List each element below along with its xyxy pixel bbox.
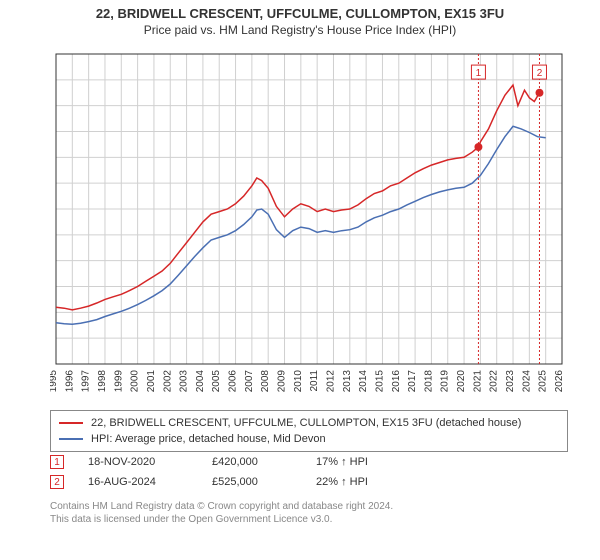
svg-text:2004: 2004	[195, 370, 206, 393]
svg-text:2002: 2002	[162, 370, 173, 393]
sale-hpi-diff: 17% ↑ HPI	[316, 456, 368, 468]
footer-line: Contains HM Land Registry data © Crown c…	[50, 500, 568, 513]
sale-price: £525,000	[212, 476, 292, 488]
legend: 22, BRIDWELL CRESCENT, UFFCULME, CULLOMP…	[50, 410, 568, 452]
svg-text:2007: 2007	[244, 370, 255, 393]
sales-table: 1 18-NOV-2020 £420,000 17% ↑ HPI 2 16-AU…	[50, 452, 568, 492]
page-subtitle: Price paid vs. HM Land Registry's House …	[0, 23, 600, 37]
sale-row: 1 18-NOV-2020 £420,000 17% ↑ HPI	[50, 452, 568, 472]
svg-text:2011: 2011	[309, 370, 320, 392]
svg-text:2003: 2003	[179, 370, 190, 393]
svg-text:1996: 1996	[64, 370, 75, 393]
legend-item-hpi: HPI: Average price, detached house, Mid …	[59, 431, 559, 447]
footer-attribution: Contains HM Land Registry data © Crown c…	[50, 500, 568, 526]
legend-swatch	[59, 438, 83, 440]
legend-label: 22, BRIDWELL CRESCENT, UFFCULME, CULLOMP…	[91, 417, 521, 429]
svg-text:2010: 2010	[293, 370, 304, 393]
sale-date: 18-NOV-2020	[88, 456, 188, 468]
svg-text:2016: 2016	[391, 370, 402, 393]
svg-text:2: 2	[537, 68, 543, 79]
sale-marker-icon: 1	[50, 455, 64, 469]
svg-text:1995: 1995	[50, 370, 59, 393]
svg-text:1997: 1997	[81, 370, 92, 393]
svg-text:2012: 2012	[325, 370, 336, 393]
svg-text:2018: 2018	[423, 370, 434, 393]
svg-text:2013: 2013	[342, 370, 353, 393]
sale-date: 16-AUG-2024	[88, 476, 188, 488]
svg-text:2014: 2014	[358, 370, 369, 393]
sale-marker-icon: 2	[50, 475, 64, 489]
legend-swatch	[59, 422, 83, 424]
price-chart: £0£50K£100K£150K£200K£250K£300K£350K£400…	[50, 50, 568, 400]
sale-price: £420,000	[212, 456, 292, 468]
svg-text:2026: 2026	[554, 370, 565, 393]
svg-text:2008: 2008	[260, 370, 271, 393]
sale-hpi-diff: 22% ↑ HPI	[316, 476, 368, 488]
page-title: 22, BRIDWELL CRESCENT, UFFCULME, CULLOMP…	[0, 6, 600, 21]
legend-item-subject: 22, BRIDWELL CRESCENT, UFFCULME, CULLOMP…	[59, 415, 559, 431]
svg-text:2019: 2019	[440, 370, 451, 393]
svg-text:2009: 2009	[277, 370, 288, 393]
svg-text:2017: 2017	[407, 370, 418, 393]
svg-text:2025: 2025	[538, 370, 549, 393]
svg-text:2001: 2001	[146, 370, 157, 393]
sale-row: 2 16-AUG-2024 £525,000 22% ↑ HPI	[50, 472, 568, 492]
svg-text:1: 1	[476, 68, 482, 79]
svg-text:2015: 2015	[374, 370, 385, 393]
svg-text:1999: 1999	[113, 370, 124, 393]
svg-text:2022: 2022	[489, 370, 500, 393]
svg-text:2006: 2006	[228, 370, 239, 393]
footer-line: This data is licensed under the Open Gov…	[50, 513, 568, 526]
svg-text:2020: 2020	[456, 370, 467, 393]
svg-text:2000: 2000	[130, 370, 141, 393]
legend-label: HPI: Average price, detached house, Mid …	[91, 433, 326, 445]
svg-text:2024: 2024	[521, 370, 532, 393]
svg-text:2023: 2023	[505, 370, 516, 393]
svg-text:2021: 2021	[472, 370, 483, 393]
svg-text:2005: 2005	[211, 370, 222, 393]
svg-text:1998: 1998	[97, 370, 108, 393]
